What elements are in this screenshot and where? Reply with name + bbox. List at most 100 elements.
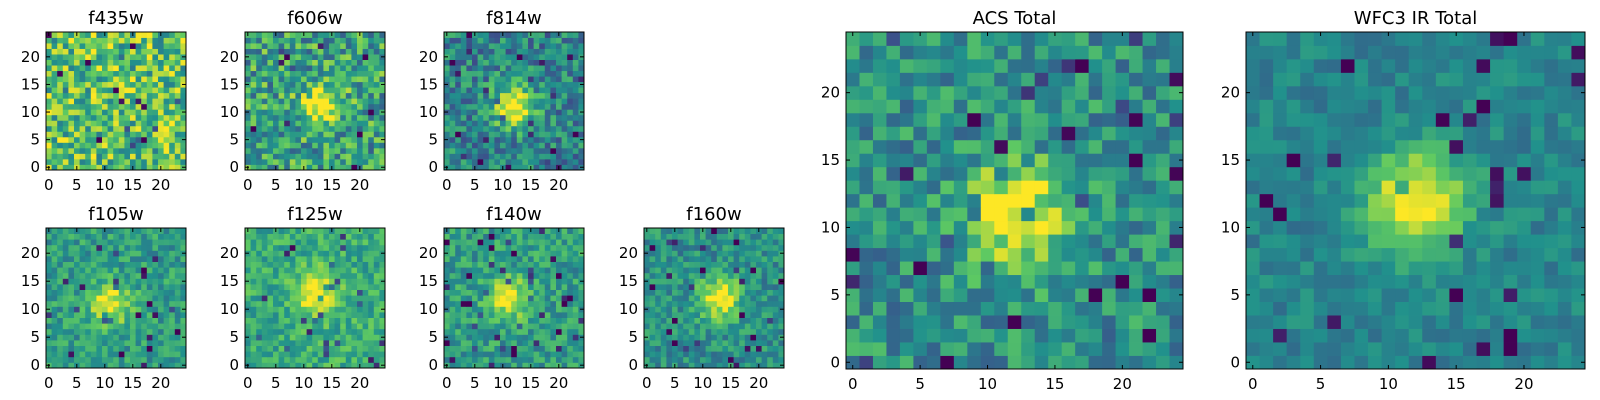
- heatmap-cell: [141, 233, 148, 240]
- heatmap-cell: [511, 228, 518, 234]
- heatmap-cell: [505, 65, 512, 72]
- heatmap-cell: [85, 323, 92, 330]
- heatmap-cell: [174, 289, 181, 296]
- heatmap-cell: [511, 250, 518, 257]
- heatmap-cell: [722, 345, 729, 352]
- heatmap-cell: [477, 164, 484, 171]
- heatmap-cell: [550, 256, 557, 262]
- heatmap-cell: [273, 233, 279, 240]
- heatmap-cell: [505, 98, 512, 105]
- heatmap-cell: [1142, 247, 1157, 262]
- heatmap-cell: [362, 142, 369, 149]
- heatmap-cell: [295, 164, 302, 171]
- heatmap-cell: [516, 334, 523, 341]
- heatmap-cell: [859, 261, 874, 276]
- x-tick-label: 10: [693, 374, 712, 392]
- heatmap-cell: [152, 103, 159, 110]
- heatmap-cell: [556, 87, 562, 94]
- heatmap-cell: [472, 278, 478, 285]
- heatmap-cell: [329, 70, 335, 77]
- heatmap-cell: [256, 65, 263, 72]
- heatmap-cell: [102, 59, 108, 66]
- heatmap-cell: [683, 284, 690, 290]
- heatmap-cell: [51, 244, 58, 251]
- heatmap-cell: [57, 125, 64, 132]
- heatmap-cell: [163, 92, 170, 99]
- heatmap-cell: [141, 37, 148, 44]
- heatmap-cell: [345, 114, 352, 121]
- heatmap-cell: [516, 147, 523, 154]
- heatmap-cell: [688, 295, 695, 302]
- heatmap-cell: [522, 256, 529, 262]
- heatmap-cell: [245, 272, 251, 279]
- heatmap-cell: [79, 153, 86, 160]
- heatmap-cell: [455, 43, 462, 49]
- heatmap-cell: [505, 37, 512, 44]
- heatmap-cell: [533, 153, 540, 160]
- heatmap-cell: [572, 356, 579, 363]
- heatmap-cell: [649, 317, 656, 324]
- heatmap-cell: [846, 153, 860, 168]
- heatmap-cell: [455, 147, 462, 154]
- heatmap-cell: [744, 278, 751, 285]
- heatmap-cell: [284, 164, 291, 171]
- heatmap-cell: [261, 300, 268, 307]
- heatmap-cell: [130, 87, 136, 94]
- heatmap-cell: [329, 37, 335, 44]
- heatmap-cell: [96, 120, 103, 127]
- heatmap-cell: [683, 267, 690, 274]
- heatmap-cell: [351, 65, 358, 72]
- heatmap-cell: [572, 334, 579, 341]
- heatmap-cell: [163, 142, 170, 149]
- heatmap-cell: [57, 351, 64, 358]
- heatmap-cell: [334, 103, 341, 110]
- heatmap-cell: [146, 317, 153, 324]
- heatmap-cell: [379, 125, 386, 132]
- heatmap-cell: [317, 306, 324, 313]
- heatmap-cell: [550, 98, 557, 105]
- heatmap-cell: [107, 125, 114, 132]
- heatmap-cell: [666, 340, 673, 346]
- heatmap-cell: [660, 233, 667, 240]
- heatmap-cell: [477, 147, 484, 154]
- heatmap-cell: [130, 340, 136, 346]
- heatmap-cell: [505, 43, 512, 49]
- heatmap-cell: [301, 261, 307, 268]
- heatmap-cell: [477, 142, 484, 149]
- heatmap-cell: [572, 300, 579, 307]
- heatmap-cell: [102, 261, 108, 268]
- heatmap-cell: [1129, 328, 1143, 343]
- heatmap-cell: [711, 239, 718, 246]
- heatmap-cell: [289, 81, 296, 88]
- heatmap-cell: [113, 284, 120, 290]
- heatmap-cell: [522, 312, 529, 318]
- heatmap-cell: [544, 244, 551, 251]
- heatmap-cell: [1061, 288, 1076, 302]
- heatmap-cell: [672, 250, 678, 257]
- heatmap-cell: [124, 323, 131, 330]
- panel-title: f435w: [88, 8, 143, 29]
- heatmap-cell: [357, 256, 363, 262]
- heatmap-cell: [744, 317, 751, 324]
- heatmap-cell: [163, 158, 170, 165]
- heatmap-cell: [174, 306, 181, 313]
- heatmap-cell: [373, 340, 380, 346]
- heatmap-cell: [1102, 355, 1116, 370]
- heatmap-cell: [130, 120, 136, 127]
- heatmap-cell: [544, 48, 551, 55]
- heatmap-cell: [68, 125, 75, 132]
- heatmap-cell: [500, 92, 506, 99]
- heatmap-cell: [152, 323, 159, 330]
- heatmap-cell: [306, 76, 313, 83]
- heatmap-cell: [455, 158, 462, 165]
- heatmap-cell: [273, 98, 279, 105]
- heatmap-cell: [561, 164, 568, 171]
- y-tick-label: 0: [229, 158, 239, 176]
- heatmap-cell: [289, 256, 296, 262]
- heatmap-cell: [334, 356, 341, 363]
- heatmap-cell: [561, 32, 568, 38]
- heatmap-cell: [716, 323, 723, 330]
- heatmap-cell: [379, 340, 386, 346]
- heatmap-cell: [57, 114, 64, 121]
- heatmap-cell: [158, 131, 164, 138]
